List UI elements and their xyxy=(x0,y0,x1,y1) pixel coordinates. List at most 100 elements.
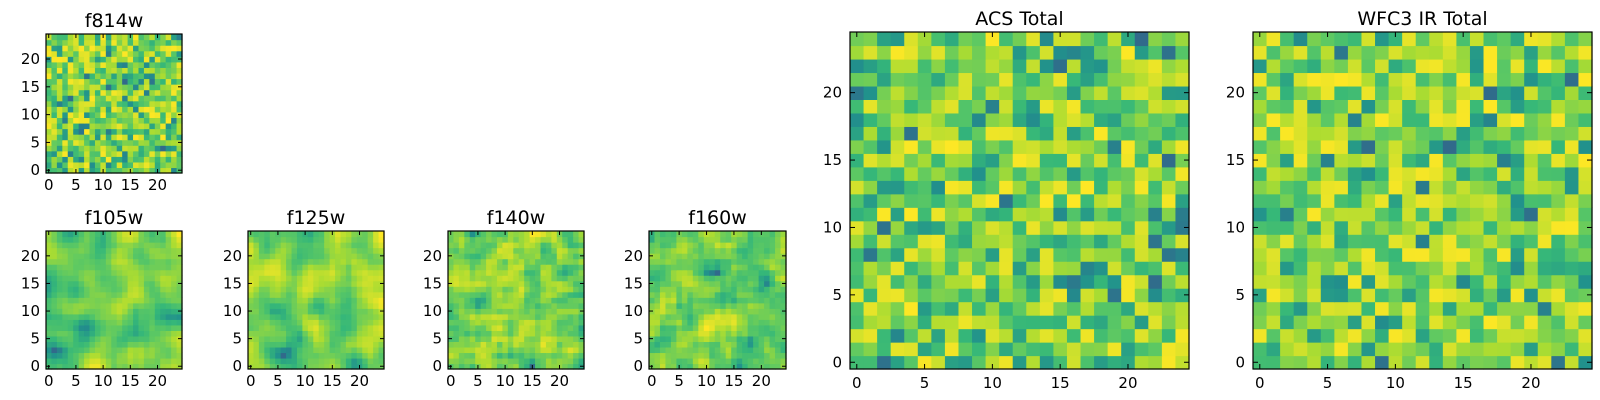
heatmap-cell xyxy=(687,352,694,359)
heatmap-cell xyxy=(127,330,134,337)
heatmap-cell xyxy=(296,269,303,276)
heatmap-cell xyxy=(318,264,325,271)
heatmap-cell xyxy=(985,328,1000,343)
heatmap-cell xyxy=(78,117,85,124)
heatmap-cell xyxy=(480,275,487,282)
heatmap-cell xyxy=(1026,72,1041,87)
heatmap-cell xyxy=(775,253,782,260)
heatmap-cell xyxy=(1121,207,1136,222)
heatmap-cell xyxy=(850,126,865,141)
heatmap-cell xyxy=(89,67,96,74)
heatmap-cell xyxy=(665,247,672,254)
heatmap-cell xyxy=(176,341,183,348)
heatmap-cell xyxy=(94,319,101,326)
heatmap-cell xyxy=(318,357,325,365)
heatmap-cell xyxy=(698,258,705,265)
heatmap-cell xyxy=(1121,247,1136,262)
heatmap-cell xyxy=(496,269,503,276)
heatmap-cell xyxy=(89,335,96,342)
heatmap-cell xyxy=(1320,139,1335,154)
heatmap-cell xyxy=(1524,153,1539,168)
heatmap-cell xyxy=(659,264,667,271)
heatmap-cell xyxy=(149,72,156,80)
heatmap-cell xyxy=(1524,85,1539,100)
heatmap-cell xyxy=(111,231,118,238)
heatmap-cell xyxy=(56,297,63,304)
heatmap-cell xyxy=(1375,99,1390,114)
heatmap-cell xyxy=(1510,247,1525,262)
heatmap-cell xyxy=(62,139,69,146)
heatmap-cell xyxy=(890,99,905,114)
heatmap-cell xyxy=(1347,207,1363,222)
heatmap-cell xyxy=(171,95,178,102)
heatmap-cell xyxy=(1053,99,1068,114)
heatmap-cell xyxy=(931,342,946,357)
heatmap-cell xyxy=(51,269,58,276)
heatmap-cell xyxy=(535,236,542,243)
heatmap-cell xyxy=(999,207,1014,222)
heatmap-cell xyxy=(313,324,320,331)
heatmap-cell xyxy=(94,352,101,359)
heatmap-cell xyxy=(248,346,255,354)
heatmap-cell xyxy=(850,301,865,316)
heatmap-cell xyxy=(100,291,107,298)
heatmap-cell xyxy=(51,84,58,91)
heatmap-cell xyxy=(725,231,732,238)
heatmap-cell xyxy=(318,335,325,342)
heatmap-cell xyxy=(551,330,558,337)
heatmap-cell xyxy=(94,275,101,282)
heatmap-cell xyxy=(1293,220,1308,235)
heatmap-cell xyxy=(1094,58,1109,74)
heatmap-cell xyxy=(573,330,580,337)
heatmap-cell xyxy=(890,355,905,370)
heatmap-cell xyxy=(138,313,145,320)
heatmap-cell xyxy=(486,319,493,326)
heatmap-cell xyxy=(94,34,101,41)
heatmap-cell xyxy=(78,95,85,102)
heatmap-cell xyxy=(931,45,946,60)
heatmap-cell xyxy=(286,247,293,254)
heatmap-cell xyxy=(877,261,892,276)
heatmap-cell xyxy=(753,275,760,282)
heatmap-cell xyxy=(1175,261,1190,276)
heatmap-cell xyxy=(731,242,738,249)
heatmap-cell xyxy=(62,302,69,309)
heatmap-cell xyxy=(94,363,101,370)
heatmap-cell xyxy=(133,258,140,265)
heatmap-cell xyxy=(736,297,743,304)
heatmap-cell xyxy=(551,297,558,304)
heatmap-cell xyxy=(133,106,140,113)
heatmap-cell xyxy=(1053,45,1068,60)
heatmap-cell xyxy=(367,280,374,287)
heatmap-cell xyxy=(116,242,123,249)
heatmap-cell xyxy=(89,346,96,354)
heatmap-cell xyxy=(758,242,765,249)
heatmap-cell xyxy=(540,280,547,287)
heatmap-cell xyxy=(944,301,960,316)
heatmap-cell xyxy=(1161,45,1177,60)
heatmap-cell xyxy=(578,324,585,331)
heatmap-cell xyxy=(720,363,727,370)
heatmap-cell xyxy=(127,346,134,354)
heatmap-cell xyxy=(659,275,667,282)
heatmap-cell xyxy=(122,50,129,57)
heatmap-cell xyxy=(1442,274,1457,289)
heatmap-cell xyxy=(94,78,101,85)
heatmap-cell xyxy=(133,297,140,304)
heatmap-cell xyxy=(1266,355,1281,370)
heatmap-cell xyxy=(373,324,380,331)
heatmap-cell xyxy=(1510,45,1525,60)
heatmap-cell xyxy=(280,269,287,276)
heatmap-cell xyxy=(545,319,552,326)
heatmap-cell xyxy=(958,193,973,208)
heatmap-cell xyxy=(286,341,293,348)
heatmap-cell xyxy=(1510,315,1525,330)
heatmap-cell xyxy=(567,258,574,265)
heatmap-cell xyxy=(67,335,74,342)
heatmap-cell xyxy=(475,324,482,331)
heatmap-cell xyxy=(1361,32,1376,47)
heatmap-cell xyxy=(1402,342,1417,357)
heatmap-cell xyxy=(676,286,683,293)
heatmap-cell xyxy=(469,297,476,304)
heatmap-cell xyxy=(122,150,129,157)
